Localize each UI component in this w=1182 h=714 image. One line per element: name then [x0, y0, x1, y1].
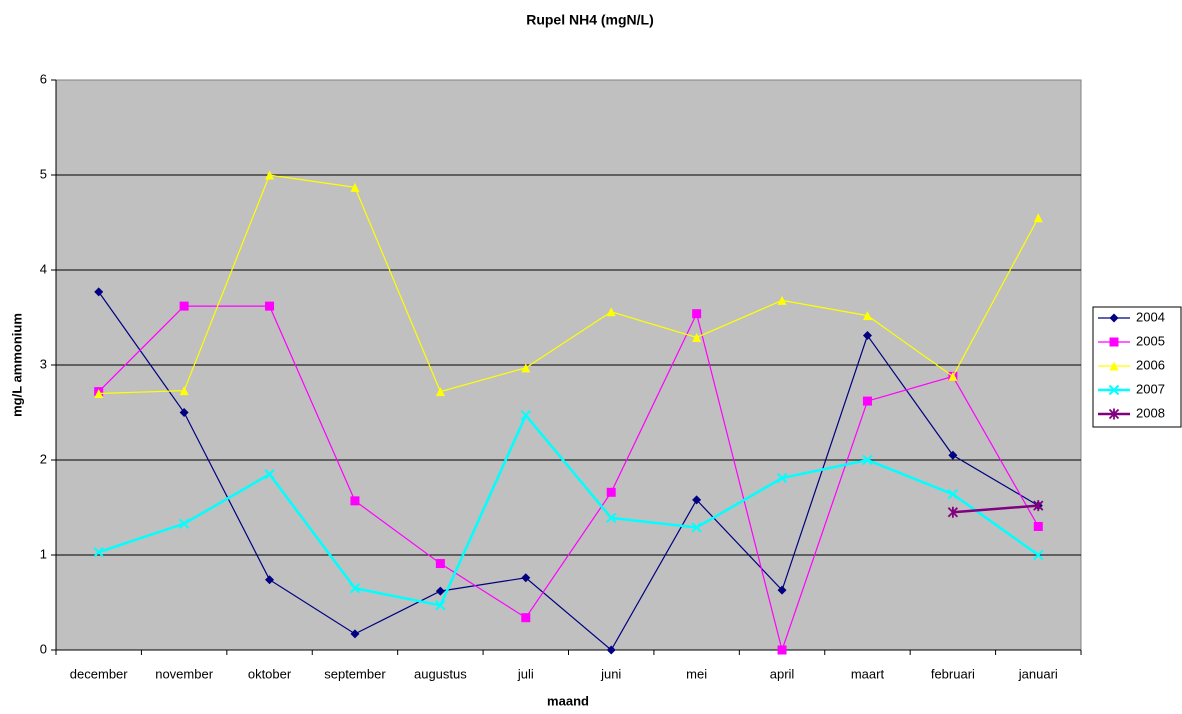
- data-point: [435, 600, 446, 611]
- x-tick-label: januari: [1018, 666, 1058, 681]
- data-point: [94, 287, 104, 297]
- series-line: [98, 291, 1039, 651]
- legend-label: 2004: [1136, 309, 1165, 324]
- data-point: [692, 309, 702, 319]
- legend-label: 2005: [1136, 333, 1165, 348]
- data-point: [1033, 213, 1043, 223]
- x-tick-label: september: [324, 666, 386, 681]
- data-point: [350, 182, 360, 192]
- data-point: [948, 371, 958, 381]
- x-tick-label: februari: [931, 666, 975, 681]
- series-line: [98, 305, 1039, 653]
- y-tick-label: 3: [40, 356, 47, 371]
- legend-label: 2006: [1136, 357, 1165, 372]
- y-tick-label: 0: [40, 641, 47, 656]
- data-point: [179, 408, 189, 417]
- data-point: [94, 389, 104, 398]
- x-tick-label: juli: [517, 666, 534, 681]
- data-point: [862, 311, 872, 321]
- data-point: [435, 586, 445, 596]
- data-point: [435, 559, 445, 569]
- legend-marker: [1109, 337, 1119, 347]
- y-tick-label: 5: [40, 166, 47, 181]
- data-point: [93, 546, 104, 558]
- y-tick-label: 2: [40, 451, 47, 466]
- data-point: [521, 363, 531, 373]
- legend-marker: [1109, 313, 1119, 323]
- data-point: [777, 585, 787, 595]
- data-point: [265, 170, 275, 180]
- x-tick-label: oktober: [248, 666, 292, 681]
- y-tick-label: 1: [40, 546, 47, 561]
- data-point: [1033, 549, 1044, 561]
- x-axis-title: maand: [547, 693, 589, 708]
- y-tick-label: 4: [40, 261, 47, 276]
- data-point: [178, 518, 190, 529]
- legend-marker: [1109, 361, 1119, 371]
- data-point: [1033, 522, 1043, 531]
- legend-box: [1092, 306, 1182, 428]
- data-point: [179, 301, 189, 311]
- x-tick-label: augustus: [414, 666, 467, 681]
- data-point: [1033, 500, 1044, 512]
- x-tick-label: april: [770, 666, 795, 681]
- data-point: [862, 331, 872, 341]
- data-point: [606, 307, 616, 317]
- data-point: [179, 386, 189, 396]
- data-point: [862, 396, 872, 406]
- data-point: [435, 387, 445, 397]
- data-point: [948, 450, 958, 460]
- chart-title: Rupel NH4 (mgN/L): [526, 12, 654, 28]
- data-point: [264, 469, 275, 480]
- data-point: [350, 629, 360, 639]
- data-point: [691, 522, 702, 533]
- series-line: [952, 504, 1039, 514]
- data-point: [776, 472, 788, 484]
- legend-label: 2007: [1136, 381, 1165, 396]
- data-point: [521, 573, 531, 583]
- x-tick-label: mei: [686, 666, 707, 681]
- x-tick-label: maart: [851, 666, 885, 681]
- series-line: [98, 413, 1040, 607]
- data-point: [350, 496, 360, 506]
- series-line: [98, 174, 1039, 395]
- y-axis-title: mg/L ammonium: [9, 313, 24, 417]
- x-tick-label: juni: [600, 666, 621, 681]
- data-point: [349, 583, 361, 594]
- data-point: [777, 645, 787, 655]
- data-point: [606, 512, 617, 524]
- legend-label: 2008: [1136, 405, 1165, 420]
- data-point: [862, 454, 873, 466]
- data-point: [692, 495, 702, 505]
- data-point: [521, 613, 531, 623]
- x-tick-label: november: [155, 666, 213, 681]
- legend: 2004 2005 2006 2007 2008: [1092, 306, 1182, 428]
- data-point: [265, 301, 275, 311]
- data-point: [947, 506, 959, 518]
- data-point: [265, 575, 275, 585]
- legend-marker: [1108, 408, 1120, 420]
- data-point: [692, 332, 702, 342]
- data-point: [947, 488, 959, 500]
- data-point: [606, 487, 616, 497]
- data-point: [777, 295, 787, 305]
- y-tick-label: 6: [40, 71, 47, 86]
- data-point: [520, 410, 531, 421]
- data-point: [606, 645, 616, 655]
- x-tick-label: december: [70, 666, 128, 681]
- legend-marker: [1108, 384, 1120, 396]
